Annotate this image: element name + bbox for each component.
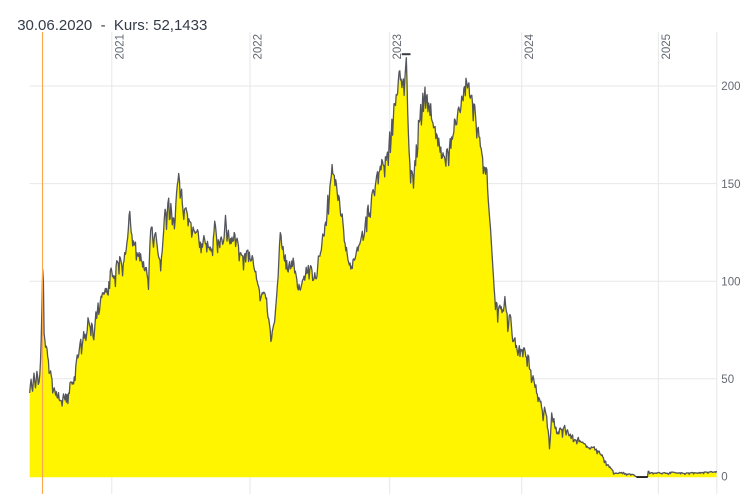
svg-text:2024: 2024 <box>524 33 536 59</box>
svg-text:2022: 2022 <box>253 34 265 60</box>
svg-text:100: 100 <box>721 276 740 288</box>
svg-text:2023: 2023 <box>392 34 404 60</box>
svg-text:200: 200 <box>721 81 740 93</box>
svg-text:2025: 2025 <box>661 34 673 60</box>
svg-text:50: 50 <box>721 374 734 386</box>
svg-text:2021: 2021 <box>114 34 126 60</box>
svg-text:150: 150 <box>721 179 740 191</box>
svg-text:0: 0 <box>721 472 727 484</box>
svg-text:30.06.2020 - Kurs: 52,1433: 30.06.2020 - Kurs: 52,1433 <box>17 17 207 34</box>
